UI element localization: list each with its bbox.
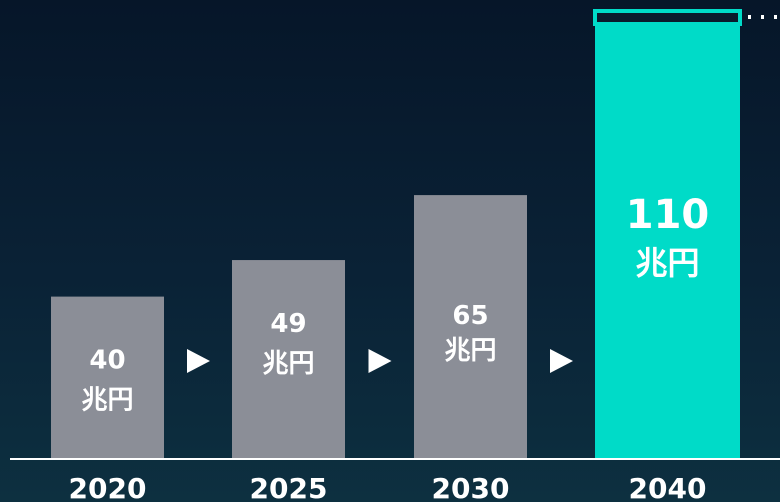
bar-2030 (414, 195, 527, 459)
data-label-value-2030: 65 (452, 301, 488, 331)
data-label-value-2020: 40 (89, 346, 125, 376)
x-tick-2030: 2030 (432, 472, 510, 502)
data-label-unit-2040: 兆円 (635, 244, 699, 282)
bar-2025 (232, 260, 345, 459)
x-tick-labels: 2020 2025 2030 2040 (69, 472, 707, 502)
bar-2020 (51, 296, 164, 459)
data-label-value-2040: 110 (626, 192, 710, 238)
bar-cap-outline (593, 9, 742, 26)
data-label-unit-2020: 兆円 (81, 386, 133, 416)
bars-group: 40 兆円 49 兆円 65 兆円 110 兆円 (51, 9, 780, 460)
data-label-unit-2025: 兆円 (262, 349, 314, 379)
data-label-value-2025: 49 (270, 309, 306, 339)
x-tick-2025: 2025 (250, 472, 328, 502)
arrows-group (187, 349, 573, 373)
arrow-right-icon (368, 349, 392, 373)
arrow-right-icon (187, 349, 210, 373)
x-tick-2020: 2020 (69, 472, 147, 502)
arrow-right-icon (550, 349, 573, 373)
data-label-unit-2030: 兆円 (444, 336, 496, 366)
bar-2040 (595, 12, 740, 460)
x-tick-2040: 2040 (629, 472, 707, 502)
